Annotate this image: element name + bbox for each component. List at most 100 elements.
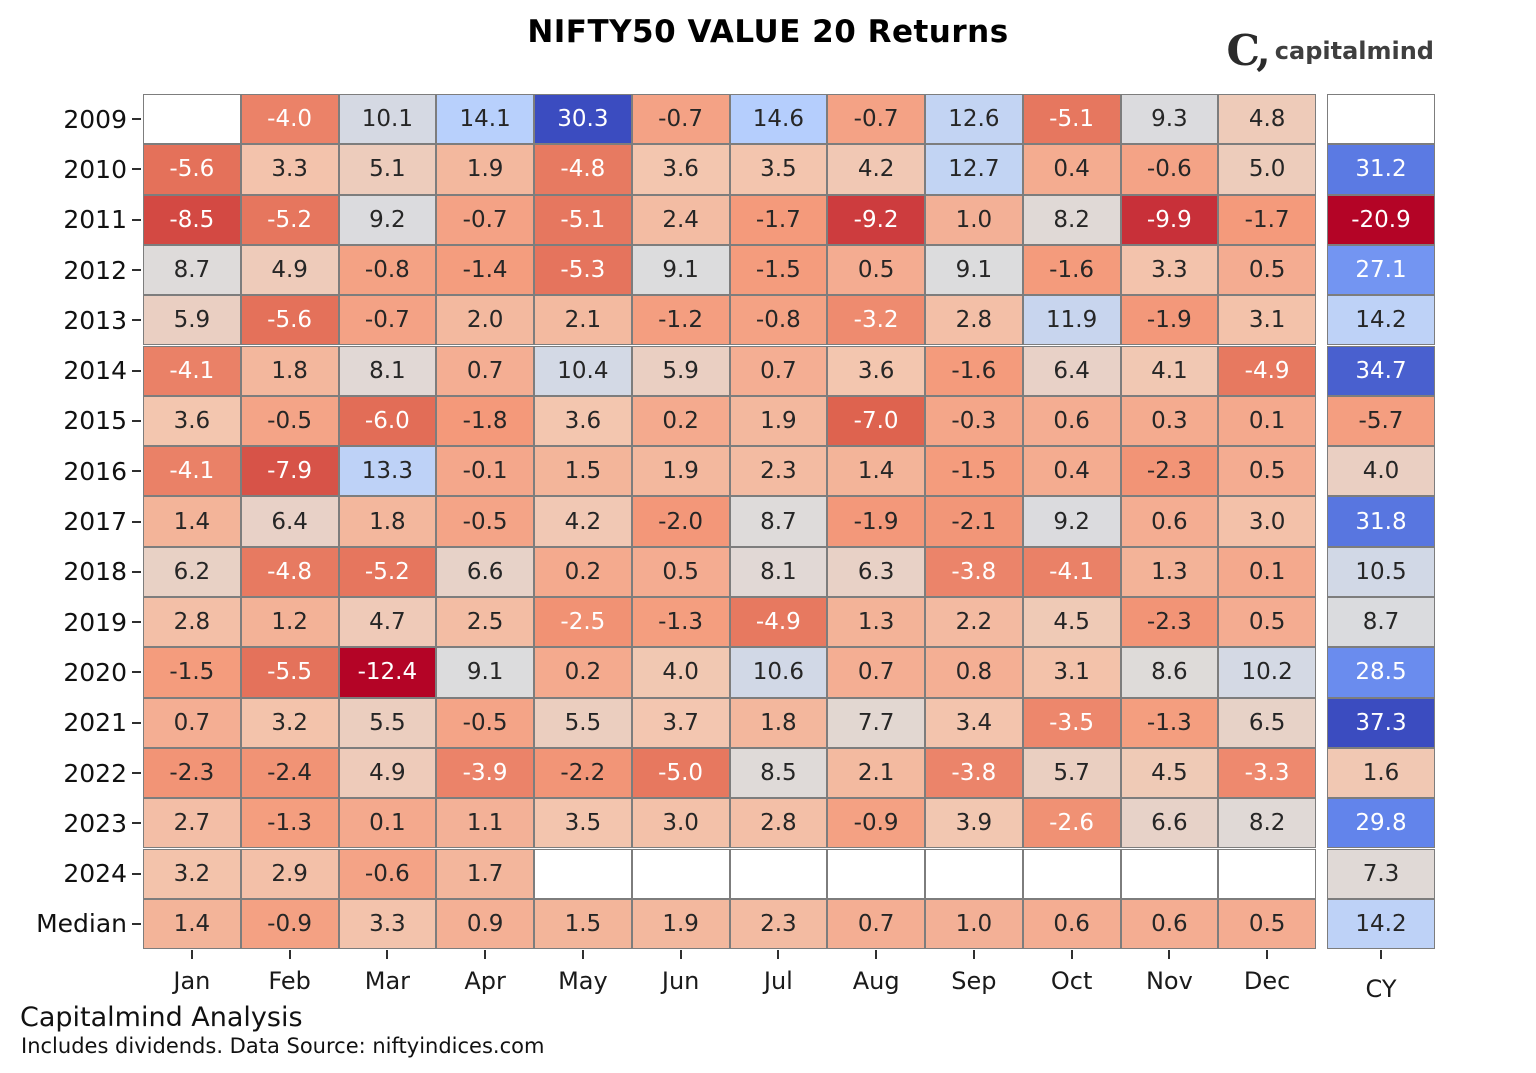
row-label: 2020 bbox=[63, 657, 127, 687]
row-label: 2012 bbox=[63, 255, 127, 285]
x-axis-tick bbox=[679, 950, 682, 960]
heatmap-cell: 1.4 bbox=[143, 496, 241, 547]
heatmap-cell: 5.9 bbox=[631, 345, 730, 396]
heatmap-cell: 8.7 bbox=[729, 496, 828, 547]
heatmap-cell: 2.8 bbox=[729, 798, 828, 849]
heatmap-cell bbox=[1120, 848, 1219, 899]
heatmap-cell: 3.0 bbox=[631, 798, 730, 849]
row-label: 2017 bbox=[63, 507, 127, 537]
heatmap-cell: 0.7 bbox=[827, 647, 925, 698]
x-axis-tick bbox=[1168, 950, 1171, 960]
row-label: 2023 bbox=[63, 808, 127, 838]
heatmap-cell: -3.8 bbox=[925, 546, 1023, 597]
heatmap-cell: 3.6 bbox=[827, 345, 925, 396]
heatmap-cell: -2.3 bbox=[143, 747, 241, 799]
heatmap-cell: 1.1 bbox=[436, 798, 534, 849]
heatmap-cell: -0.9 bbox=[827, 798, 925, 849]
heatmap-cell bbox=[1218, 848, 1316, 899]
heatmap-cell: -4.1 bbox=[143, 446, 241, 497]
heatmap-cell bbox=[143, 94, 241, 145]
heatmap-cell: 0.1 bbox=[1218, 546, 1316, 597]
heatmap-cell: 2.5 bbox=[436, 597, 534, 648]
col-label: Feb bbox=[268, 967, 311, 996]
heatmap-cell: 5.5 bbox=[338, 697, 437, 748]
heatmap-cell: -5.5 bbox=[240, 647, 339, 698]
x-axis-tick bbox=[288, 950, 291, 960]
heatmap-cell: 7.3 bbox=[1327, 848, 1435, 899]
heatmap-cell: 8.7 bbox=[1327, 597, 1435, 648]
heatmap-cell: -3.5 bbox=[1022, 697, 1121, 748]
heatmap-cell: 6.3 bbox=[827, 546, 925, 597]
heatmap-cell: 0.5 bbox=[631, 546, 730, 597]
y-axis-tick bbox=[132, 369, 141, 372]
heatmap-cell: 5.0 bbox=[1218, 144, 1316, 195]
heatmap-cell: 3.3 bbox=[338, 898, 437, 950]
heatmap-cell bbox=[631, 848, 730, 899]
x-axis-tick bbox=[386, 950, 389, 960]
heatmap-cell: 27.1 bbox=[1327, 244, 1435, 296]
heatmap-cell: 2.2 bbox=[925, 597, 1023, 648]
heatmap-cell: 4.1 bbox=[1120, 345, 1219, 396]
heatmap-cell: 1.4 bbox=[827, 446, 925, 497]
heatmap-cell: 9.2 bbox=[1022, 496, 1121, 547]
heatmap-cell: 4.0 bbox=[1327, 446, 1435, 497]
row-label: 2013 bbox=[63, 305, 127, 335]
col-label: Sep bbox=[951, 967, 997, 996]
heatmap-cell: 4.7 bbox=[338, 597, 437, 648]
heatmap-cell: 31.8 bbox=[1327, 496, 1435, 547]
y-axis-tick bbox=[132, 922, 141, 925]
heatmap-cell: -4.1 bbox=[143, 345, 241, 396]
heatmap-cell: 0.1 bbox=[338, 798, 437, 849]
heatmap-cell: -0.7 bbox=[631, 94, 730, 145]
heatmap-cell: 0.7 bbox=[729, 345, 828, 396]
x-axis-tick bbox=[1380, 950, 1382, 960]
heatmap-cell: 31.2 bbox=[1327, 144, 1435, 195]
capitalmind-logo-text: capitalmind bbox=[1274, 37, 1434, 65]
heatmap-cell: 0.6 bbox=[1120, 496, 1219, 547]
y-axis-tick bbox=[132, 872, 141, 875]
heatmap-cell: 2.1 bbox=[534, 295, 632, 346]
heatmap-cell: -5.2 bbox=[338, 546, 437, 597]
y-axis-tick bbox=[132, 520, 141, 523]
heatmap-cell: 1.2 bbox=[240, 597, 339, 648]
heatmap-cell: -5.1 bbox=[1022, 94, 1121, 145]
y-axis-tick bbox=[132, 772, 141, 775]
heatmap-cell: -12.4 bbox=[338, 647, 437, 698]
col-label: May bbox=[558, 967, 608, 996]
heatmap-cell: -2.0 bbox=[631, 496, 730, 547]
heatmap-cell: 14.2 bbox=[1327, 898, 1435, 950]
heatmap-cell bbox=[534, 848, 632, 899]
col-label: Aug bbox=[852, 967, 900, 996]
heatmap-cell: 2.1 bbox=[827, 747, 925, 799]
y-axis-tick bbox=[132, 419, 141, 422]
heatmap-cell bbox=[1327, 94, 1435, 145]
heatmap-cell: -5.3 bbox=[534, 244, 632, 296]
heatmap-cell: 4.2 bbox=[827, 144, 925, 195]
heatmap-cell: 6.6 bbox=[436, 546, 534, 597]
heatmap-cell: 9.3 bbox=[1120, 94, 1219, 145]
row-label: 2010 bbox=[63, 154, 127, 184]
col-label: Nov bbox=[1145, 967, 1193, 996]
y-axis-tick bbox=[132, 218, 141, 221]
heatmap-cell: 6.6 bbox=[1120, 798, 1219, 849]
y-axis-tick bbox=[132, 671, 141, 674]
heatmap-cell: 5.1 bbox=[338, 144, 437, 195]
x-axis-tick bbox=[484, 950, 487, 960]
heatmap-cell: 1.0 bbox=[925, 194, 1023, 245]
heatmap-cell: -1.3 bbox=[240, 798, 339, 849]
col-label: Apr bbox=[464, 967, 506, 996]
heatmap-cell: -5.6 bbox=[143, 144, 241, 195]
row-label: 2022 bbox=[63, 758, 127, 788]
x-axis-tick bbox=[875, 950, 878, 960]
heatmap-cell: 29.8 bbox=[1327, 798, 1435, 849]
heatmap-cell: -0.7 bbox=[436, 194, 534, 245]
heatmap-cell: -4.1 bbox=[1022, 546, 1121, 597]
heatmap-cell: 0.7 bbox=[827, 898, 925, 950]
heatmap-cell: 1.9 bbox=[436, 144, 534, 195]
heatmap-cell: 1.9 bbox=[729, 395, 828, 447]
heatmap-cell: 2.0 bbox=[436, 295, 534, 346]
x-axis-tick bbox=[190, 950, 193, 960]
heatmap-cell: 10.6 bbox=[729, 647, 828, 698]
heatmap-cell: 3.5 bbox=[534, 798, 632, 849]
